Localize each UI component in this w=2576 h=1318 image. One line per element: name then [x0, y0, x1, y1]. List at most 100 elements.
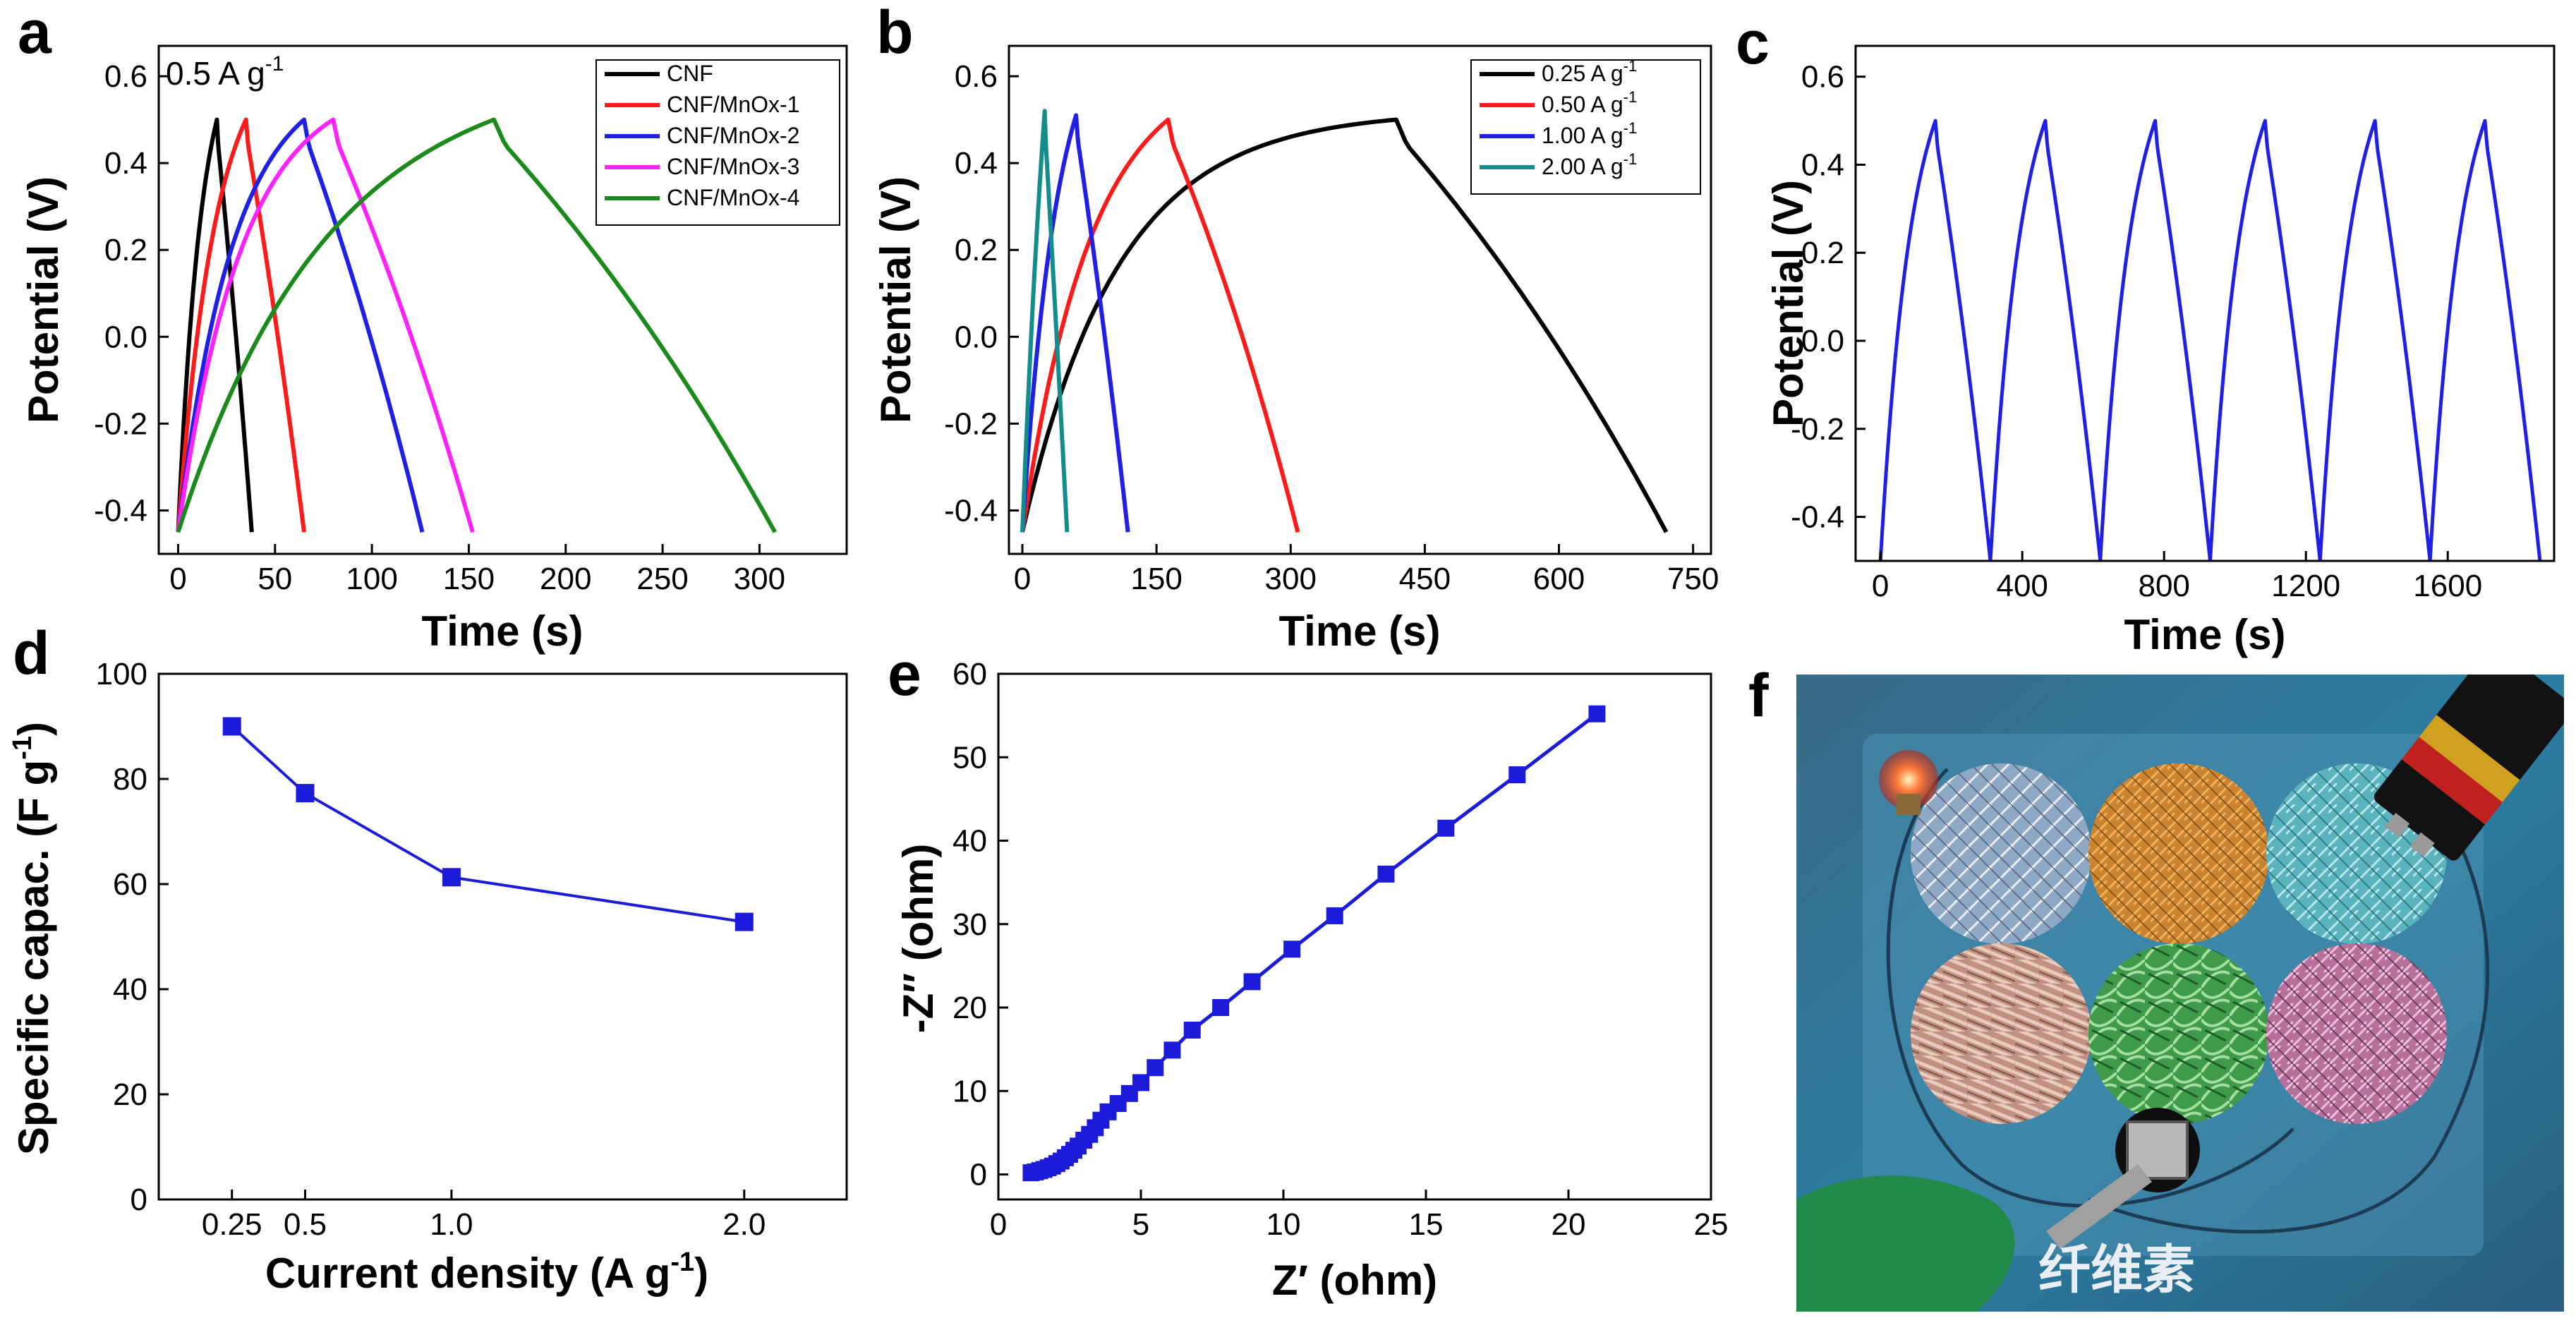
x-tick-label: 1.0 [430, 1207, 473, 1242]
panel-b-axes-frame [1008, 44, 1712, 555]
y-tick-label: 0.4 [955, 146, 998, 181]
x-tick-label: 0.5 [284, 1207, 327, 1242]
panel-e-ylabel: -Z″ (ohm) [895, 844, 942, 1034]
panel-f-letter: f [1748, 662, 1769, 730]
panel-a-ylabel: Potential (V) [20, 176, 67, 423]
y-tick-label: -0.2 [1791, 412, 1844, 447]
y-tick-label: 0.0 [1801, 324, 1844, 358]
y-tick-label: 0.4 [104, 146, 147, 181]
x-tick-label: 800 [2138, 569, 2189, 603]
x-tick-label: 600 [1533, 562, 1585, 596]
panel-b-series [1020, 109, 1669, 533]
x-tick-label: 10 [1266, 1207, 1301, 1242]
y-tick-label: 0.4 [1801, 147, 1844, 182]
y-tick-label: 30 [953, 907, 987, 942]
data-point [1243, 973, 1261, 991]
data-point [442, 868, 461, 887]
series-line-cnf-mnox-2 [176, 117, 425, 533]
panel-b-ticks: 0 150 300 450 600 750 -0.4 -0.2 0.0 0.2 0.4 0.6 [944, 59, 1719, 596]
x-tick-label: 0 [169, 562, 186, 596]
data-point [1437, 819, 1455, 837]
panel-e-xlabel: Z′ (ohm) [1272, 1257, 1437, 1304]
battery [2374, 674, 2565, 861]
x-tick-label: 750 [1667, 562, 1719, 596]
y-tick-label: -0.4 [944, 493, 998, 528]
y-tick-label: 40 [113, 972, 147, 1007]
sem-image-6 [2266, 943, 2447, 1124]
panel-a-series [176, 117, 778, 533]
x-tick-label: 15 [1409, 1207, 1444, 1242]
data-point [1377, 865, 1395, 883]
x-tick-label: 150 [443, 562, 495, 596]
panel-d-series [222, 717, 754, 931]
series-line-cycling [1878, 119, 2542, 561]
panel-c-series [1878, 119, 2542, 561]
data-point [1588, 705, 1606, 723]
panel-b-ylabel: Potential (V) [872, 176, 919, 423]
x-tick-label: 0 [990, 1207, 1007, 1242]
y-tick-label: 0.6 [104, 59, 147, 94]
x-tick-label: 0 [1872, 569, 1889, 603]
panel-a-letter: a [18, 0, 52, 66]
y-tick-label: 0.6 [1801, 60, 1844, 95]
series-line-0-25-a-g [1020, 117, 1669, 533]
panel-a-current-annotation: 0.5 A g-1 [166, 52, 284, 92]
panel-d: 0.25 0.5 1.0 2.0 0 20 40 60 80 100 d Current dens… [8, 619, 848, 1297]
x-tick-label: 300 [734, 562, 785, 596]
series-line-1-00-a-g [1020, 113, 1130, 533]
x-tick-label: 400 [1996, 569, 2048, 603]
data-point [1508, 766, 1526, 784]
y-tick-label: 0.2 [1801, 236, 1844, 270]
panel-c: 0 400 800 1200 1600 -0.4 -0.2 0.0 0.2 0.4 0.6 c Ti… [1736, 9, 2556, 658]
sem-image-1 [1911, 763, 2091, 944]
x-tick-label: 150 [1130, 562, 1182, 596]
legend-entry: CNF/MnOx-3 [667, 154, 799, 179]
y-tick-label: 0.2 [104, 233, 147, 267]
y-tick-label: 0.0 [104, 320, 147, 354]
legend-entry: 1.00 A g-1 [1542, 119, 1637, 148]
x-tick-label: 250 [636, 562, 688, 596]
series-line-cnf-mnox-1 [176, 117, 306, 533]
panel-c-ylabel: Potential (V) [1765, 180, 1812, 427]
panel-b-legend: 0.25 A g-10.50 A g-11.00 A g-12.00 A g-1 [1470, 57, 1701, 195]
y-tick-label: 40 [953, 824, 987, 859]
series-line-0-50-a-g [1020, 117, 1300, 533]
photo-wire [1886, 768, 2490, 1234]
x-tick-label: 200 [540, 562, 591, 596]
clip-connector [2046, 1108, 2200, 1249]
panel-c-letter: c [1736, 9, 1770, 77]
panel-c-xlabel: Time (s) [2124, 611, 2286, 658]
panel-e-series [1022, 705, 1606, 1182]
series-line-capacitance [231, 725, 745, 924]
panel-a-axes-frame [157, 44, 848, 555]
panel-d-axes-frame [157, 672, 848, 1201]
panel-d-ticks: 0.25 0.5 1.0 2.0 0 20 40 60 80 100 [96, 657, 766, 1242]
panel-a-ticks: 0 50 100 150 200 250 300 -0.4 -0.2 0.0 0.2 0.4 0.6 [94, 59, 785, 596]
y-tick-label: 80 [113, 762, 147, 797]
panel-b-xlabel: Time (s) [1279, 607, 1441, 655]
y-tick-label: 50 [953, 740, 987, 775]
y-tick-label: -0.4 [1791, 500, 1844, 535]
x-tick-label: 300 [1265, 562, 1317, 596]
x-tick-label: 5 [1132, 1207, 1149, 1242]
data-point [1132, 1074, 1149, 1092]
x-tick-label: 100 [346, 562, 397, 596]
panel-e: 0 5 10 15 20 25 0 10 20 30 40 50 60 e Z′ (ohm) -Z″ (… [888, 641, 1728, 1304]
panel-d-xlabel: Current density (A g-1) [265, 1247, 708, 1297]
led-glow [1879, 750, 1938, 809]
y-tick-label: -0.4 [94, 493, 147, 528]
series-line-cnf-mnox-3 [176, 117, 475, 533]
legend-entry: CNF/MnOx-2 [667, 123, 799, 148]
legend-entry: 0.50 A g-1 [1542, 88, 1637, 117]
panel-b-letter: b [876, 0, 914, 66]
y-tick-label: 0 [131, 1183, 147, 1217]
legend-entry: CNF [667, 61, 713, 86]
panel-b: 0 150 300 450 600 750 -0.4 -0.2 0.0 0.2 0.4 0.6 b T… [872, 0, 1719, 655]
photo-caption-text: 纤维素 [2038, 1240, 2195, 1299]
panel-e-axes-frame [997, 672, 1712, 1201]
x-tick-label: 25 [1694, 1207, 1729, 1242]
x-tick-label: 1200 [2271, 569, 2340, 603]
legend-box [1470, 59, 1701, 195]
series-line-cnf-mnox-4 [176, 117, 778, 533]
glove-hand [1796, 1175, 2015, 1312]
